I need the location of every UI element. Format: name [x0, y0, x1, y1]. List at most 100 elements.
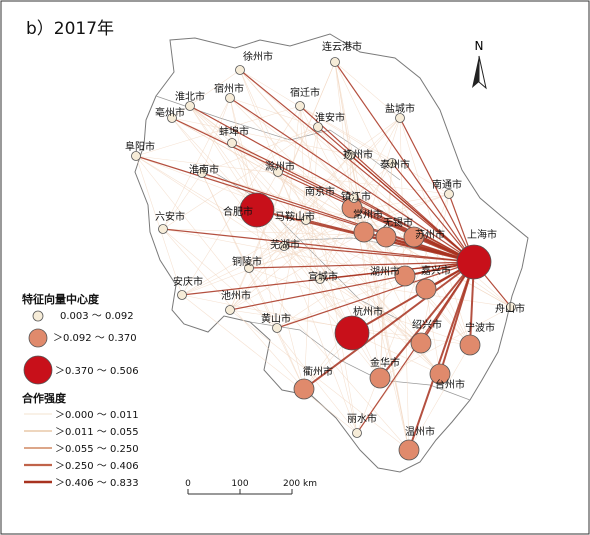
city-label: 池州市	[221, 289, 251, 302]
city-label: 淮北市	[175, 90, 205, 103]
link-minor	[317, 126, 415, 238]
legend-node-class-2: ＞0.092 ～ 0.370	[53, 333, 137, 344]
city-label: 六安市	[155, 210, 185, 223]
city-label: 黄山市	[261, 312, 291, 325]
link-minor	[231, 142, 353, 334]
link-to-shanghai	[299, 105, 475, 263]
link-minor	[201, 172, 305, 390]
city-node	[295, 101, 305, 111]
city-label: 泰州市	[380, 158, 410, 171]
city-label: 苏州市	[415, 228, 445, 241]
link-minor	[283, 245, 358, 434]
city-label: 上海市	[467, 228, 497, 241]
city-nodes	[131, 57, 516, 461]
city-label: 宿迁市	[290, 86, 320, 99]
link-minor	[201, 172, 415, 238]
link-minor	[425, 288, 441, 375]
link-minor	[229, 231, 365, 311]
link-minor	[248, 267, 410, 451]
city-label: 淮安市	[315, 111, 345, 124]
city-label: 安庆市	[173, 275, 203, 288]
link-to-shanghai	[181, 261, 475, 296]
city-label: 合肥市	[223, 205, 253, 218]
legend-node-class-1: 0.003 ～ 0.092	[60, 311, 134, 322]
city-label: 亳州市	[155, 106, 185, 119]
legend-edge-title: 合作强度	[22, 391, 67, 405]
city-label: 衢州市	[303, 365, 333, 378]
link-minor	[181, 193, 450, 296]
link-minor	[256, 209, 353, 334]
link-minor	[334, 61, 401, 119]
link-minor	[319, 278, 512, 308]
city-label: 杭州市	[353, 305, 383, 318]
link-minor	[283, 245, 422, 344]
link-minor	[283, 105, 301, 247]
city-node	[349, 193, 359, 203]
link-minor	[181, 219, 307, 296]
scale-tick-100: 100	[231, 479, 248, 489]
city-label: 宁波市	[465, 321, 495, 334]
legend: 特征向量中心度 0.003 ～ 0.092 ＞0.092 ～ 0.370 ＞0.…	[22, 292, 139, 489]
link-minor	[181, 294, 358, 434]
city-node	[293, 378, 315, 400]
link-to-shanghai	[283, 245, 475, 263]
city-label: 蚌埠市	[219, 125, 249, 138]
north-label: N	[475, 39, 484, 53]
link-minor	[305, 219, 422, 344]
link-minor	[305, 193, 450, 221]
city-label: 宿州市	[214, 82, 244, 95]
city-label: 淮南市	[189, 163, 219, 176]
link-minor	[385, 236, 512, 308]
city-label: 连云港市	[322, 40, 362, 53]
link-to-shanghai	[162, 228, 475, 263]
legend-node-medium	[28, 328, 48, 348]
city-node	[315, 274, 325, 284]
legend-edge-label: ＞0.406 ～ 0.833	[55, 478, 139, 489]
link-minor	[229, 117, 401, 311]
city-label: 嘉兴市	[421, 264, 451, 277]
city-label: 温州市	[405, 425, 435, 438]
link-minor	[181, 245, 285, 296]
city-node	[387, 158, 397, 168]
city-node	[239, 192, 275, 228]
link-minor	[135, 155, 358, 434]
city-node	[345, 150, 355, 160]
scale-tick-0: 0	[185, 479, 191, 489]
city-node	[273, 167, 283, 177]
city-node	[235, 65, 245, 75]
scale-tick-200: 200 km	[283, 479, 317, 489]
city-label: 常州市	[353, 208, 383, 221]
city-node	[177, 290, 187, 300]
legend-node-title: 特征向量中心度	[22, 292, 100, 306]
link-to-shanghai	[408, 261, 475, 451]
city-label: 南通市	[432, 178, 462, 191]
city-node	[225, 93, 235, 103]
city-label: 盐城市	[385, 102, 415, 115]
city-node	[334, 315, 370, 351]
link-minor	[305, 219, 358, 434]
link-minor	[229, 207, 353, 311]
city-label: 舟山市	[495, 302, 525, 315]
city-label: 湖州市	[370, 265, 400, 278]
city-label: 宣城市	[308, 270, 338, 283]
scale-bar: 0 100 200 km	[185, 479, 317, 495]
link-to-shanghai	[303, 261, 475, 390]
link-to-shanghai	[399, 117, 475, 263]
city-node	[394, 265, 416, 287]
city-node	[403, 226, 425, 248]
link-minor	[189, 105, 441, 375]
city-label: 滁州市	[265, 160, 295, 173]
link-minor	[299, 105, 450, 195]
city-label: 铜陵市	[232, 255, 262, 268]
link-minor	[379, 236, 387, 379]
link-minor	[181, 105, 301, 296]
city-node	[398, 439, 420, 461]
link-minor	[201, 126, 319, 174]
link-minor	[319, 162, 393, 280]
link-minor	[319, 236, 387, 280]
link-to-shanghai	[391, 162, 475, 263]
link-minor	[135, 155, 422, 344]
city-node	[244, 263, 254, 273]
link-minor	[201, 97, 231, 174]
